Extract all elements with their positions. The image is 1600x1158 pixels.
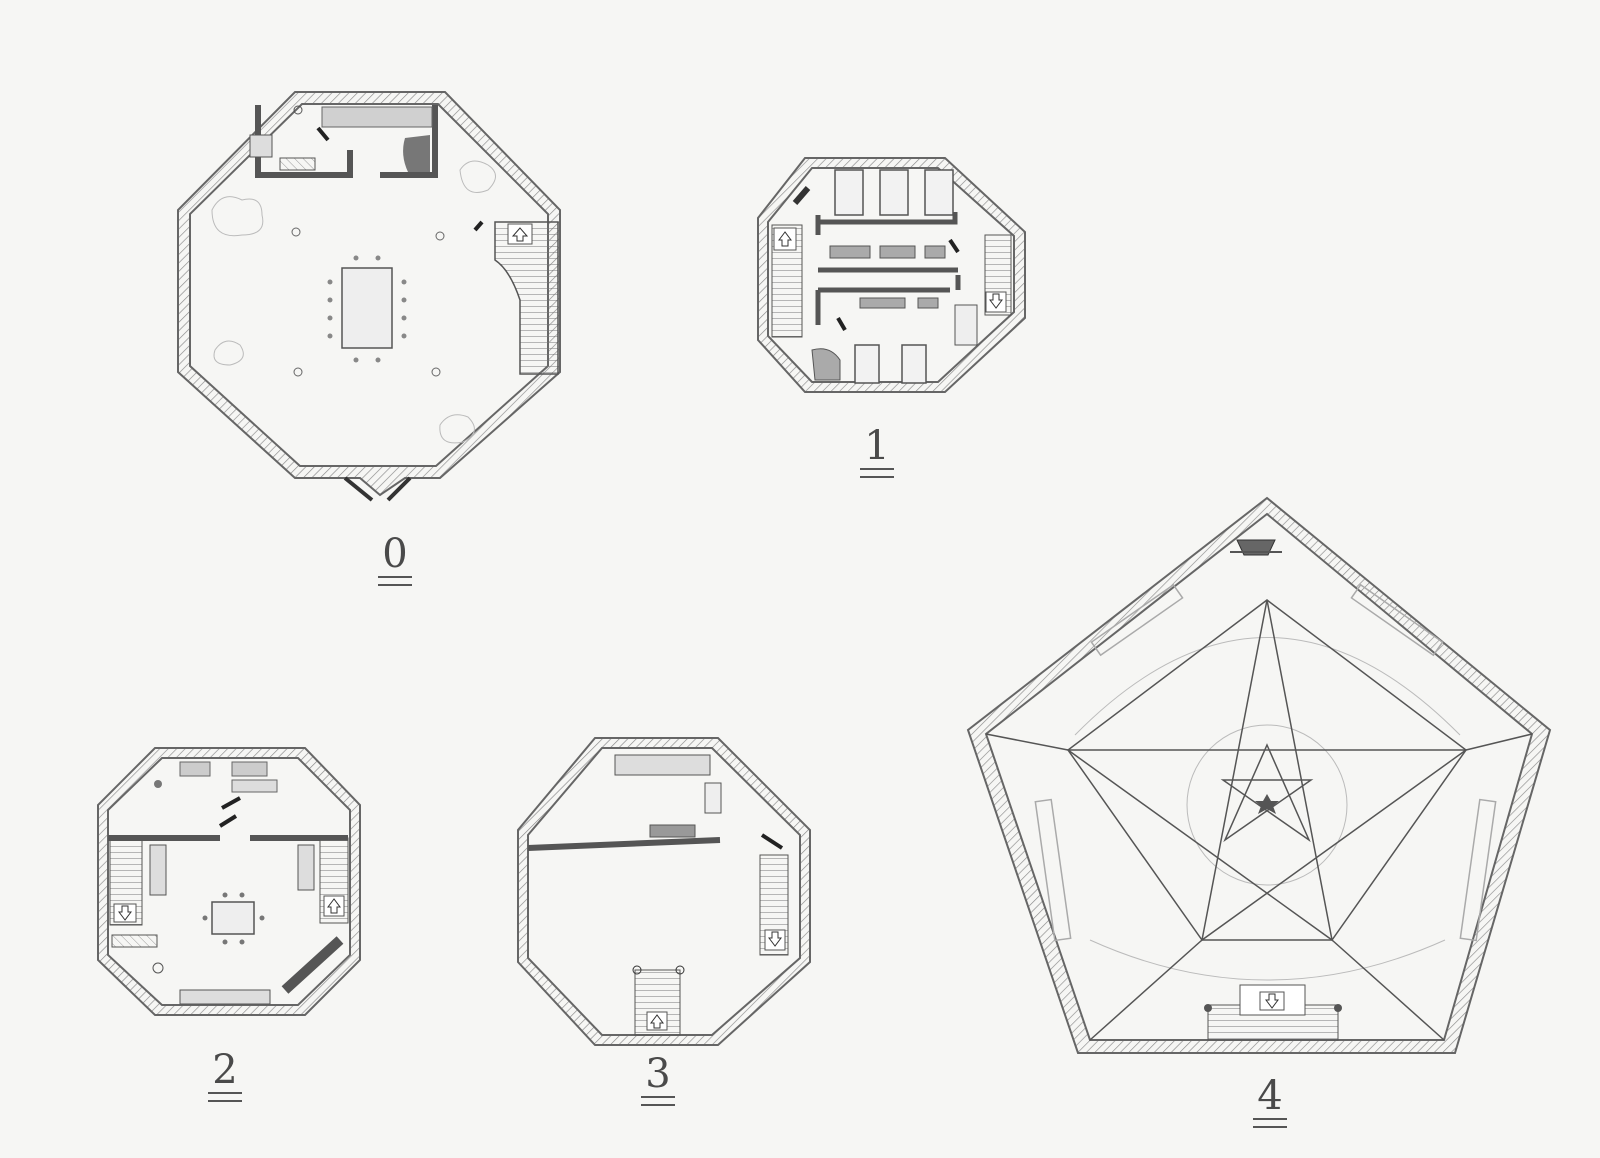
floor-2-cabinet (297, 844, 315, 891)
floor-0-chairs (327, 255, 407, 363)
floor-4-arc (1089, 939, 1446, 981)
floor-4-label: 4 (1257, 1073, 1283, 1119)
floor-3-arrow-down-icon (768, 931, 782, 947)
floor-0-cabinet (249, 134, 273, 158)
floor-2-stairs-up-icon (323, 895, 345, 917)
floor-3-stairs-up-icon (646, 1011, 668, 1031)
floor-1-stairs-up-icon (773, 227, 797, 251)
floor-4-star-icon (1255, 794, 1279, 814)
floor-3-plan (517, 737, 811, 1046)
floor-2-arrow-up-icon (327, 898, 341, 914)
floor-4-benches (1034, 583, 1497, 942)
floor-2-arrow-down-icon (118, 905, 132, 921)
floor-3-divider-wall (527, 837, 721, 851)
floor-3-door (760, 833, 784, 850)
floor-1-partition (815, 215, 961, 325)
floor-2-label-underline (208, 1092, 242, 1102)
floor-0-plant (439, 414, 475, 444)
floor-0-plant (459, 160, 496, 193)
floor-0-outer-wall (177, 91, 561, 497)
floor-2-counter (281, 936, 344, 994)
floor-0-plant (213, 340, 244, 366)
floor-3-label: 3 (645, 1051, 671, 1097)
floor-4-post (1334, 1004, 1342, 1012)
floor-0-bench (279, 157, 316, 171)
floor-1-beds (834, 169, 954, 384)
floor-4-stairs-down-icon (1259, 991, 1285, 1011)
floor-0-arrow-up-icon (511, 227, 529, 242)
floor-2-bench (179, 989, 271, 1005)
floor-0-door (316, 126, 330, 142)
floor-0-columns (291, 227, 445, 377)
floor-2-label: 2 (212, 1047, 238, 1093)
floor-2-shelf (111, 934, 158, 948)
floor-2-cabinet (149, 844, 167, 896)
floor-2-door (221, 796, 241, 810)
floor-0-stove (403, 135, 430, 172)
floor-2-plan (97, 747, 361, 1016)
floor-4-arrow-down-icon (1265, 993, 1279, 1009)
floor-1-arrow-up-icon (778, 231, 792, 247)
floor-2-lamp (154, 780, 162, 788)
floor-0-stair-door (473, 220, 484, 232)
floor-0-plan (177, 91, 561, 502)
floor-1-stove (811, 348, 841, 381)
floor-1-outer-wall (757, 157, 1026, 393)
floor-0-entrance-door (343, 476, 412, 502)
floor-2-plant (152, 962, 164, 974)
floor-3-dresser (649, 824, 696, 838)
floor-4-post (1204, 1004, 1212, 1012)
floor-4-inner-circle (1186, 724, 1348, 886)
floor-1-stairs-down-icon (985, 291, 1007, 313)
floor-1-plan (757, 157, 1026, 393)
floor-3-outer-wall (517, 737, 811, 1046)
floor-3-arrow-up-icon (650, 1014, 664, 1029)
floor-3-stairs-down-icon (764, 929, 786, 951)
floor-0-plant (211, 196, 264, 237)
floor-3-ladder-post (675, 965, 685, 975)
floor-3-label-underline (641, 1096, 675, 1106)
floor-2-shelf (179, 761, 211, 777)
floor-0-stairs-up-icon (507, 223, 533, 245)
floor-1-label: 1 (864, 423, 890, 469)
floor-4-pentagram (985, 599, 1533, 1041)
floor-3-bed (614, 754, 711, 776)
floor-4-outer-wall (966, 496, 1552, 1054)
floor-2-table (211, 901, 255, 935)
floor-1-corridor-walls (818, 212, 958, 293)
floor-3-ladder-post (632, 965, 642, 975)
floor-1-bookshelves (829, 245, 946, 309)
floor-2-desk (231, 779, 278, 793)
floor-0-counter (321, 106, 433, 128)
floor-0-dining-table (341, 267, 393, 349)
floor-1-door (948, 238, 960, 254)
floor-0-label-underline (378, 576, 412, 586)
floor-3-nightstand (704, 782, 722, 814)
floor-4-plan (966, 496, 1552, 1054)
floor-1-door (792, 186, 811, 205)
floor-4-label-underline (1253, 1118, 1287, 1128)
floor-0-label: 0 (382, 531, 408, 577)
floor-2-shelf (231, 761, 268, 777)
floor-2-chairs (202, 892, 265, 945)
floor-1-arrow-down-icon (989, 293, 1003, 309)
floor-1-door (836, 316, 847, 332)
floor-2-outer-wall (97, 747, 361, 1016)
floor-2-stairs-down-icon (113, 903, 137, 923)
floor-1-wardrobe (954, 304, 978, 346)
floor-0-staircase (494, 221, 559, 375)
floor-1-label-underline (860, 468, 894, 478)
floor-2-door (218, 814, 238, 828)
floor-4-arc (1074, 637, 1461, 736)
floor-0-pillar (293, 105, 303, 115)
